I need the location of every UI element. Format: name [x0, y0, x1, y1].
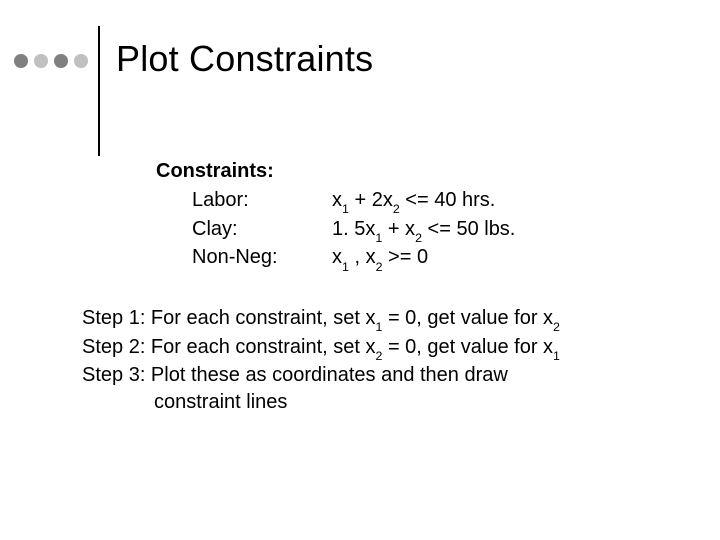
constraints-block: Constraints: Labor: x1 + 2x2 <= 40 hrs. … [156, 158, 515, 273]
step-line: Step 3: Plot these as coordinates and th… [82, 362, 560, 389]
expr-text: 1. 5x [332, 218, 375, 240]
subscript: 2 [376, 260, 383, 274]
step-text: Step 2: For each constraint, set x [82, 336, 375, 358]
subscript: 1 [375, 320, 382, 334]
slide: Plot Constraints Constraints: Labor: x1 … [0, 0, 720, 540]
expr-text: <= 50 lbs. [422, 218, 515, 240]
expr-text: + x [382, 218, 415, 240]
constraint-row: Non-Neg: x1 , x2 >= 0 [192, 244, 515, 273]
slide-title: Plot Constraints [116, 38, 373, 80]
bullet-dot [74, 54, 88, 68]
step-line: Step 2: For each constraint, set x2 = 0,… [82, 334, 560, 363]
step-text: Step 1: For each constraint, set x [82, 307, 375, 329]
expr-text: x [332, 246, 342, 268]
expr-text: >= 0 [382, 246, 428, 268]
expr-text: , x [349, 246, 376, 268]
expr-text: + 2x [349, 189, 393, 211]
constraint-row: Labor: x1 + 2x2 <= 40 hrs. [192, 187, 515, 216]
bullet-dot [54, 54, 68, 68]
constraint-label: Non-Neg: [192, 244, 332, 273]
subscript: 2 [415, 231, 422, 245]
constraint-label: Clay: [192, 216, 332, 245]
subscript: 2 [393, 202, 400, 216]
expr-text: x [332, 189, 342, 211]
step-line: Step 1: For each constraint, set x1 = 0,… [82, 305, 560, 334]
subscript: 1 [553, 349, 560, 363]
bullet-dot [34, 54, 48, 68]
step-text: = 0, get value for x [382, 307, 553, 329]
constraint-expression: x1 , x2 >= 0 [332, 244, 428, 273]
constraints-table: Labor: x1 + 2x2 <= 40 hrs. Clay: 1. 5x1 … [192, 187, 515, 273]
title-division-line [98, 26, 100, 156]
subscript: 2 [375, 349, 382, 363]
subscript: 2 [553, 320, 560, 334]
subscript: 1 [342, 202, 349, 216]
constraint-row: Clay: 1. 5x1 + x2 <= 50 lbs. [192, 216, 515, 245]
constraint-expression: 1. 5x1 + x2 <= 50 lbs. [332, 216, 515, 245]
constraint-expression: x1 + 2x2 <= 40 hrs. [332, 187, 495, 216]
constraint-label: Labor: [192, 187, 332, 216]
title-bullets [14, 54, 88, 68]
bullet-dot [14, 54, 28, 68]
constraints-header: Constraints: [156, 158, 515, 185]
subscript: 1 [342, 260, 349, 274]
subscript: 1 [375, 231, 382, 245]
expr-text: <= 40 hrs. [400, 189, 496, 211]
step-line-continuation: constraint lines [154, 389, 560, 416]
step-text: = 0, get value for x [382, 336, 553, 358]
steps-block: Step 1: For each constraint, set x1 = 0,… [82, 305, 560, 416]
